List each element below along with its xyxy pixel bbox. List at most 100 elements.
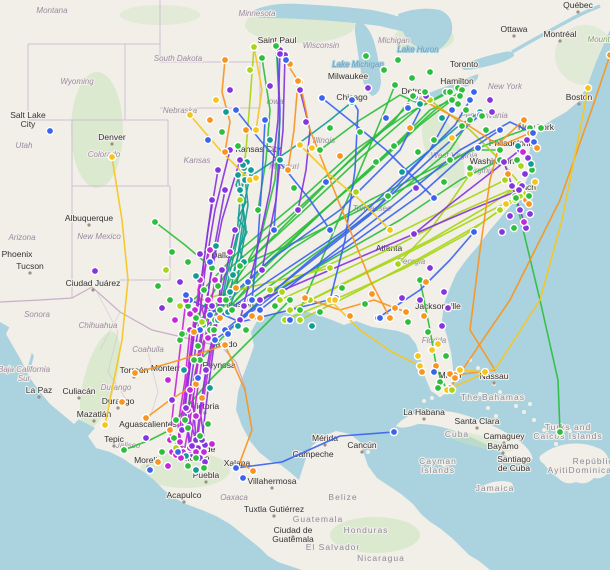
- track-point[interactable]: [191, 411, 201, 421]
- track-point[interactable]: [605, 50, 610, 60]
- track-point[interactable]: [181, 403, 191, 413]
- track-point[interactable]: [195, 249, 205, 259]
- track-point[interactable]: [526, 159, 536, 169]
- track-point[interactable]: [191, 313, 201, 323]
- track-point[interactable]: [235, 261, 245, 271]
- track-point[interactable]: [175, 437, 185, 447]
- track-point[interactable]: [325, 225, 335, 235]
- track-point[interactable]: [269, 225, 279, 235]
- track-point[interactable]: [455, 365, 465, 375]
- track-point[interactable]: [163, 375, 173, 385]
- track-point[interactable]: [281, 55, 291, 65]
- track-point[interactable]: [221, 107, 231, 117]
- track-point[interactable]: [191, 465, 201, 475]
- track-point[interactable]: [390, 80, 400, 90]
- track-line[interactable]: [199, 99, 471, 331]
- track-point[interactable]: [375, 313, 385, 323]
- track-point[interactable]: [413, 147, 423, 157]
- track-point[interactable]: [180, 415, 190, 425]
- track-point[interactable]: [167, 247, 177, 257]
- track-point[interactable]: [185, 110, 195, 120]
- track-point[interactable]: [220, 185, 230, 195]
- track-point[interactable]: [300, 293, 310, 303]
- track-point[interactable]: [417, 367, 427, 377]
- track-point[interactable]: [225, 85, 235, 95]
- track-point[interactable]: [275, 155, 285, 165]
- track-point[interactable]: [220, 147, 230, 157]
- track-point[interactable]: [45, 126, 55, 136]
- track-point[interactable]: [247, 311, 257, 321]
- track-point[interactable]: [393, 259, 403, 269]
- track-line[interactable]: [329, 299, 421, 367]
- track-point[interactable]: [203, 419, 213, 429]
- track-point[interactable]: [385, 313, 395, 323]
- track-point[interactable]: [255, 295, 265, 305]
- track-point[interactable]: [295, 305, 305, 315]
- track-point[interactable]: [107, 152, 117, 162]
- track-point[interactable]: [207, 195, 217, 205]
- track-point[interactable]: [441, 351, 451, 361]
- track-point[interactable]: [185, 385, 195, 395]
- track-point[interactable]: [429, 367, 439, 377]
- track-point[interactable]: [285, 295, 295, 305]
- track-point[interactable]: [171, 415, 181, 425]
- track-point[interactable]: [528, 128, 538, 138]
- track-point[interactable]: [465, 163, 475, 173]
- track-point[interactable]: [243, 277, 253, 287]
- track-line[interactable]: [123, 429, 171, 451]
- track-point[interactable]: [233, 170, 243, 180]
- track-point[interactable]: [90, 266, 100, 276]
- track-point[interactable]: [295, 85, 305, 95]
- track-point[interactable]: [199, 285, 209, 295]
- track-point[interactable]: [507, 181, 517, 191]
- track-line[interactable]: [319, 94, 421, 151]
- track-point[interactable]: [205, 245, 215, 255]
- track-point[interactable]: [251, 125, 261, 135]
- track-point[interactable]: [337, 283, 347, 293]
- track-point[interactable]: [447, 105, 457, 115]
- track-point[interactable]: [175, 277, 185, 287]
- track-point[interactable]: [165, 295, 175, 305]
- track-point[interactable]: [189, 327, 199, 337]
- track-point[interactable]: [423, 327, 433, 337]
- track-point[interactable]: [295, 140, 305, 150]
- track-line[interactable]: [189, 279, 216, 449]
- track-point[interactable]: [245, 65, 255, 75]
- track-line[interactable]: [249, 119, 471, 301]
- track-point[interactable]: [393, 55, 403, 65]
- track-point[interactable]: [315, 307, 325, 317]
- track-point[interactable]: [295, 315, 305, 325]
- track-point[interactable]: [455, 91, 465, 101]
- track-point[interactable]: [469, 227, 479, 237]
- track-point[interactable]: [477, 111, 487, 121]
- track-point[interactable]: [447, 95, 457, 105]
- track-line[interactable]: [134, 344, 226, 374]
- track-point[interactable]: [289, 183, 299, 193]
- track-point[interactable]: [403, 317, 413, 327]
- track-point[interactable]: [469, 87, 479, 97]
- track-point[interactable]: [439, 287, 449, 297]
- track-line[interactable]: [454, 119, 525, 376]
- track-point[interactable]: [145, 465, 155, 475]
- track-point[interactable]: [457, 121, 467, 131]
- track-point[interactable]: [536, 123, 546, 133]
- track-point[interactable]: [197, 317, 207, 327]
- track-point[interactable]: [411, 183, 421, 193]
- track-point[interactable]: [207, 301, 217, 311]
- track-point[interactable]: [522, 135, 532, 145]
- track-point[interactable]: [220, 55, 230, 65]
- track-point[interactable]: [516, 161, 526, 171]
- track-point[interactable]: [141, 413, 151, 423]
- track-point[interactable]: [351, 187, 361, 197]
- track-point[interactable]: [360, 299, 370, 309]
- track-point[interactable]: [241, 125, 251, 135]
- track-point[interactable]: [211, 95, 221, 105]
- track-point[interactable]: [397, 293, 407, 303]
- track-point[interactable]: [265, 81, 275, 91]
- track-point[interactable]: [461, 105, 471, 115]
- track-point[interactable]: [315, 145, 325, 155]
- track-point[interactable]: [481, 125, 491, 135]
- track-point[interactable]: [275, 49, 285, 59]
- track-point[interactable]: [228, 270, 238, 280]
